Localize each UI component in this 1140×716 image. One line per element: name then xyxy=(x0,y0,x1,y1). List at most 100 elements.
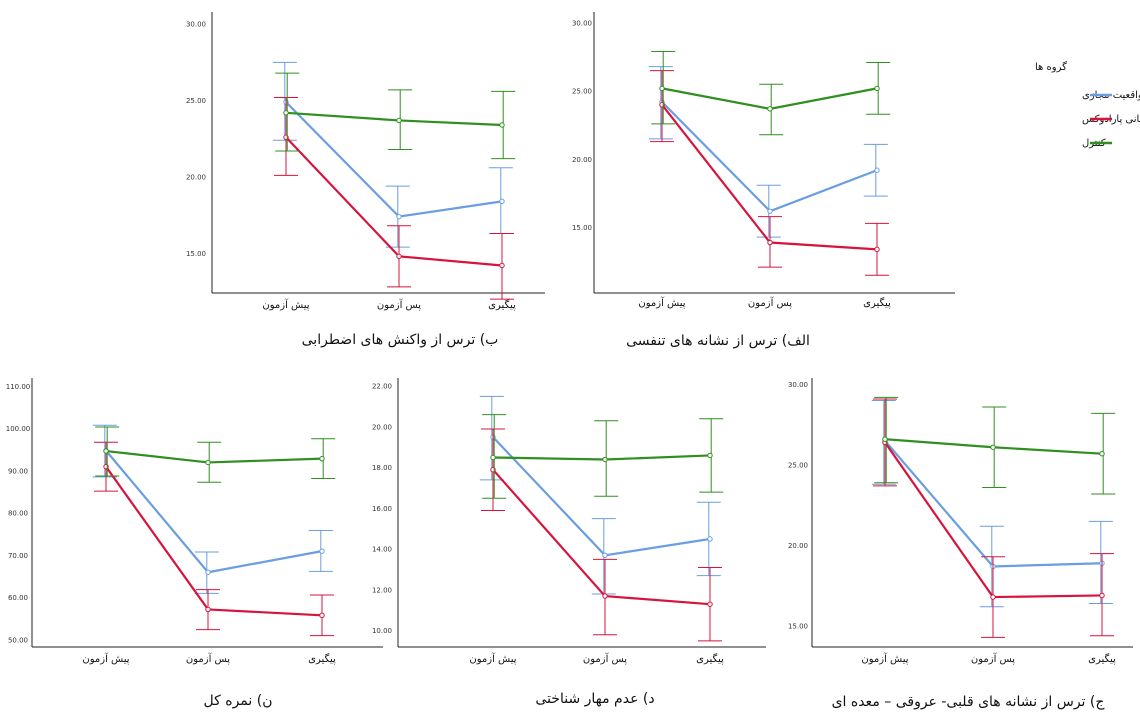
x-category-label: پس آزمون xyxy=(748,296,792,309)
legend-item: برنامه زمانی پارادوکس xyxy=(1082,114,1140,125)
series-line xyxy=(285,111,503,127)
y-tick-label: 25.00 xyxy=(788,461,808,469)
data-point xyxy=(1099,451,1105,457)
y-tick-label: 30.00 xyxy=(788,381,808,389)
data-point xyxy=(319,455,325,462)
data-point xyxy=(490,454,496,461)
y-tick-label: 25.00 xyxy=(572,88,592,96)
x-category-label: پس آزمون xyxy=(583,652,627,665)
data-point xyxy=(602,593,608,599)
data-point xyxy=(396,117,402,124)
data-point xyxy=(396,213,402,220)
series-1 xyxy=(871,400,1113,608)
y-tick-label: 100.00 xyxy=(6,425,31,433)
x-category-label: پس آزمون xyxy=(186,652,230,665)
chart-panel-1: 15.00 20.00 25.00 30.00 پیش آزمون پس آزمون پیگ… xyxy=(186,12,545,348)
data-point xyxy=(283,110,289,116)
x-category-label: پیگیری xyxy=(696,653,724,665)
data-point xyxy=(659,85,665,92)
y-tick-label: 16.00 xyxy=(372,505,392,513)
series-3 xyxy=(874,396,1116,495)
x-category-label: پیش آزمون xyxy=(861,652,908,665)
panel-title: ج) ترس از نشانه های قلبی- عروقی – معده ا… xyxy=(832,694,1106,710)
series-line xyxy=(105,449,323,464)
data-point xyxy=(707,536,713,542)
y-tick-label: 60.00 xyxy=(8,594,28,602)
data-point xyxy=(874,85,880,92)
data-point xyxy=(882,436,888,442)
x-category-label: پیش آزمون xyxy=(82,652,129,665)
data-point xyxy=(205,606,211,613)
data-point xyxy=(499,198,505,205)
x-category-label: پیش آزمون xyxy=(638,296,685,309)
data-point xyxy=(874,246,880,253)
y-tick-label: 30.00 xyxy=(186,21,206,29)
data-point xyxy=(874,167,880,173)
series-3 xyxy=(95,426,336,483)
series-2 xyxy=(873,398,1114,638)
data-point xyxy=(990,444,996,450)
panel-title: ن) نمره کل xyxy=(204,693,273,709)
y-tick-label: 20.00 xyxy=(372,423,392,431)
data-point xyxy=(205,459,211,466)
legend-item: فن آوری واقعیت مجازی xyxy=(1082,88,1140,101)
series-3 xyxy=(482,414,724,499)
data-point xyxy=(103,448,109,454)
legend-item: کنترل xyxy=(1082,138,1112,149)
y-tick-label: 20.00 xyxy=(572,156,592,164)
x-category-label: پس آزمون xyxy=(971,652,1015,665)
data-point xyxy=(707,601,713,607)
series-3 xyxy=(651,51,891,136)
chart-panel-4: 10.00 12.00 14.00 16.00 18.00 20.00 22.00 پیش آ… xyxy=(372,378,766,707)
chart-panel-3: 50.00 60.00 70.00 80.00 90.00 100.00 110.00 پیش… xyxy=(6,378,383,709)
y-tick-label: 80.00 xyxy=(8,510,28,518)
data-point xyxy=(602,456,608,463)
data-point xyxy=(319,612,325,619)
y-tick-label: 18.00 xyxy=(372,464,392,472)
legend-title: گروه ها xyxy=(1035,61,1067,73)
x-category-label: پیگیری xyxy=(488,299,516,311)
series-2 xyxy=(274,97,514,300)
series-1 xyxy=(92,424,333,594)
x-category-label: پیگیری xyxy=(308,653,336,665)
data-point xyxy=(602,552,608,558)
panel-title: الف) ترس از نشانه های تنفسی xyxy=(626,333,810,349)
series-line xyxy=(285,136,503,267)
y-tick-label: 90.00 xyxy=(8,467,28,475)
data-point xyxy=(707,452,713,459)
y-tick-label: 10.00 xyxy=(372,627,392,635)
x-category-label: پیش آزمون xyxy=(469,652,516,665)
y-tick-label: 12.00 xyxy=(372,586,392,594)
series-3 xyxy=(275,72,516,160)
series-1 xyxy=(479,395,721,595)
chart-panel-5: 15.00 20.00 25.00 30.00 پیش آزمون پس آزمون پیگ… xyxy=(788,378,1133,710)
panel-title: ب) ترس از واکنش های اضطرابی xyxy=(302,332,499,348)
data-point xyxy=(767,208,773,214)
y-tick-label: 20.00 xyxy=(186,173,206,181)
y-tick-label: 15.00 xyxy=(572,224,592,232)
y-tick-label: 15.00 xyxy=(186,250,206,258)
series-line xyxy=(884,440,1103,568)
series-line xyxy=(661,87,878,110)
data-point xyxy=(205,569,211,575)
y-tick-label: 14.00 xyxy=(372,546,392,554)
legend: گروه ها فن آوری واقعیت مجازی برنامه زمانی … xyxy=(1035,61,1140,149)
data-point xyxy=(1099,592,1105,599)
x-category-label: پیگیری xyxy=(863,297,891,309)
x-category-label: پس آزمون xyxy=(377,298,421,311)
y-tick-label: 22.00 xyxy=(372,383,392,391)
series-1 xyxy=(648,66,888,238)
y-tick-label: 15.00 xyxy=(788,623,808,631)
series-2 xyxy=(650,70,889,276)
y-tick-label: 25.00 xyxy=(186,97,206,105)
y-tick-label: 30.00 xyxy=(572,19,592,27)
data-point xyxy=(499,262,505,269)
y-tick-label: 50.00 xyxy=(8,636,28,644)
panel-title: د) عدم مهار شناختی xyxy=(535,691,654,707)
y-tick-label: 110.00 xyxy=(6,383,31,391)
x-category-label: پیگیری xyxy=(1088,653,1116,665)
series-2 xyxy=(481,428,722,642)
x-category-label: پیش آزمون xyxy=(262,298,309,311)
data-point xyxy=(767,239,773,246)
